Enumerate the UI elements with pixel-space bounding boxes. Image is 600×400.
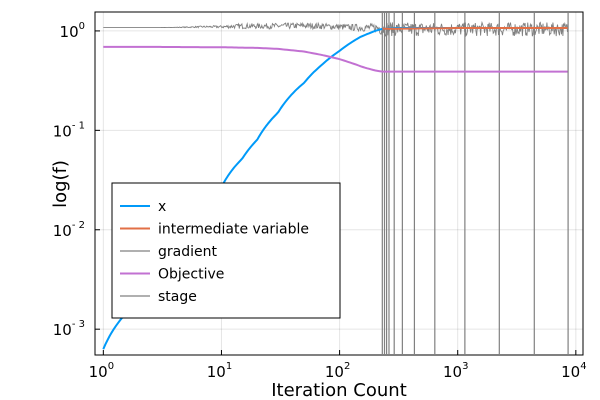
x-tick-label: 104 xyxy=(561,361,586,381)
legend-label: gradient xyxy=(158,244,217,260)
y-tick-label: 10- 3 xyxy=(53,319,85,339)
series-gradient xyxy=(103,20,568,38)
x-tick-label: 101 xyxy=(207,361,232,381)
y-tick-label: 10- 1 xyxy=(53,120,85,140)
x-tick-label: 103 xyxy=(443,361,468,381)
series-intermediate-variable xyxy=(382,27,568,30)
legend-label: x xyxy=(158,199,166,215)
plot-frame xyxy=(94,11,584,356)
legend: x intermediate variable gradient Objective s… xyxy=(111,182,341,319)
x-axis-title: Iteration Count xyxy=(271,380,407,400)
x-tick-label: 100 xyxy=(89,361,114,381)
legend-label: stage xyxy=(158,289,197,305)
y-axis-ticks: 10- 3 10- 2 10- 1 100 xyxy=(53,21,100,339)
series-objective xyxy=(103,45,568,73)
x-tick-label: 102 xyxy=(325,361,350,381)
y-tick-label: 10- 2 xyxy=(53,220,85,240)
legend-label: Objective xyxy=(158,267,224,283)
y-tick-label: 100 xyxy=(60,21,85,41)
y-axis-title: log(f) xyxy=(50,160,71,208)
legend-label: intermediate variable xyxy=(158,222,309,238)
series-stage xyxy=(381,12,569,355)
